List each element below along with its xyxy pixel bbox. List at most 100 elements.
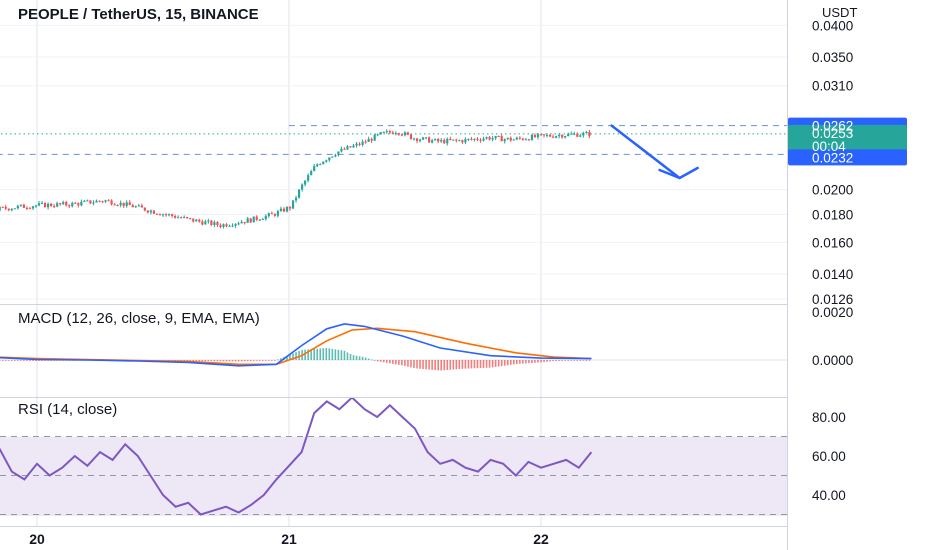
candle-body [485,137,488,139]
macd-histogram-bar [222,360,225,362]
candle-body [149,210,153,213]
macd-histogram-bar [573,360,576,361]
candle-body [458,140,461,142]
macd-histogram-bar [35,360,37,361]
candle-body [500,136,503,142]
macd-histogram-bar [419,360,421,369]
macd-histogram-bar [343,350,346,360]
price-tick-label: 0.0310 [812,79,853,94]
macd-histogram-bar [207,360,210,362]
macd-histogram-bar [437,360,439,371]
candle-body [394,133,397,135]
candle-body [28,208,32,210]
macd-histogram-bar [361,356,364,360]
price-badge-high-label: 0.0262 [812,119,853,134]
macd-histogram-bar [261,360,264,361]
macd-histogram-bar [385,360,388,363]
macd-histogram-bar [540,360,542,363]
macd-histogram-bar [274,360,276,361]
macd-histogram-bar [500,360,503,367]
candle-body [313,166,316,172]
candle-body [261,219,264,221]
horizontal-levels [0,125,787,155]
time-axis[interactable]: 20 21 22 [29,531,549,547]
candle-body [34,205,38,207]
macd-histogram-bar [428,360,430,370]
macd-histogram-bar [401,360,403,366]
candle-body [125,202,128,206]
candle-body [370,138,373,141]
candle-body [352,145,355,148]
macd-histogram-bar [189,360,192,361]
candle-body [68,205,71,207]
macd-histogram-bar [325,348,328,360]
candle-body [367,138,370,143]
candle-body [521,138,524,140]
candle-body [152,210,156,214]
price-axis[interactable]: 0.0400 0.0350 0.0310 0.0200 0.0180 0.0160 0.01… [812,18,853,307]
macd-histogram-bar [552,360,554,362]
macd-histogram-bar [455,360,458,370]
macd-histogram-bar [304,349,306,360]
candle-body [204,221,207,225]
macd-histogram-bar [497,360,500,367]
chart-grid [0,0,787,526]
candle-body [551,136,555,138]
candle-body [431,140,434,143]
candle-body [219,225,222,227]
macd-histogram-bar [277,359,279,361]
candle-body [322,161,325,165]
macd-histogram-bar [322,348,325,360]
candle-body [555,136,558,138]
candle-body [455,139,458,141]
macd-histogram-bar [516,360,518,365]
macd-histogram-bar [316,348,319,360]
candle-body [291,200,295,209]
macd-histogram-bar [561,360,563,361]
macd-histogram-bar [364,357,367,360]
macd-histogram-bar [358,356,361,360]
candle-body [31,206,35,209]
candle-body [340,148,343,152]
candle-body [424,137,428,139]
candle-body [122,202,125,206]
macd-histogram-bar [11,360,13,361]
candle-body [310,171,313,176]
macd-histogram-bar [23,360,25,361]
candle-body [43,202,47,208]
macd-histogram-bar [543,360,545,363]
chart-title: PEOPLE / TetherUS, 15, BINANCE [18,6,259,23]
macd-histogram-bar [452,360,455,370]
candle-body [213,222,216,226]
candle-body [470,138,473,140]
time-tick-label: 20 [29,531,45,547]
macd-histogram-bar [395,360,397,365]
candle-body [307,175,310,181]
macd-histogram-bar [576,360,579,361]
candle-body [207,220,210,222]
macd-histogram-bar [346,352,349,360]
candle-body [524,139,527,141]
macd-histogram-bar [237,360,240,362]
macd-histogram-bar [407,360,409,367]
price-tick-label: 0.0350 [812,50,853,65]
candle-body [146,210,149,213]
candle-body [576,133,579,137]
macd-histogram-bar [352,355,355,360]
candle-body [89,200,92,204]
candle-body [497,136,500,138]
macd-histogram-bar [225,360,228,362]
candle-body [403,132,407,136]
price-tick-label: 0.0140 [812,267,853,282]
rsi-axis[interactable]: 80.00 60.00 40.00 [812,410,846,503]
price-badge-low [788,149,907,166]
macd-histogram-bar [240,360,243,362]
candle-body [437,138,440,142]
macd-histogram-bar [555,360,557,362]
macd-axis[interactable]: 0.0020 0.0000 [812,305,853,368]
candle-body [155,213,159,215]
candle-body [406,132,410,135]
candle-body [415,138,419,141]
candle-body [40,202,44,204]
